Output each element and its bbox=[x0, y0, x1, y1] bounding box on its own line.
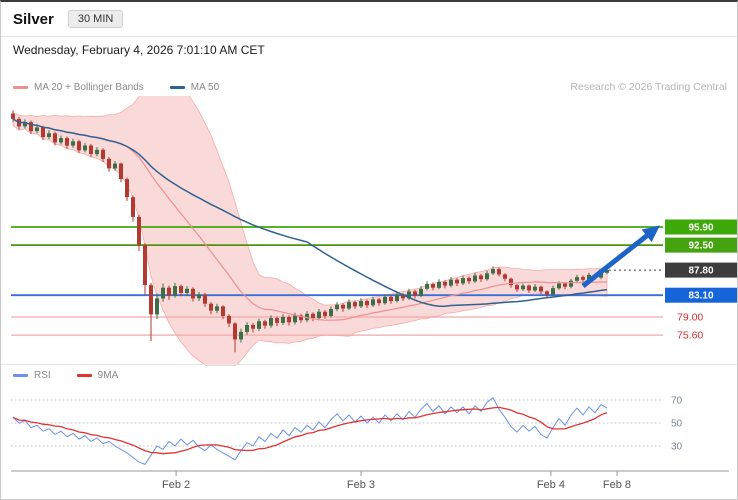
rsi-legend-row: RSI 9MA bbox=[13, 370, 118, 381]
price-chart: 95.90 92.50 87.80 83.10 79.00 75.60 bbox=[11, 96, 737, 366]
rsi-ma-legend-swatch bbox=[76, 374, 92, 377]
price-label-box-92.50 bbox=[665, 237, 737, 253]
price-label-83.10: 83.10 bbox=[688, 291, 713, 302]
x-tick-label: Feb 3 bbox=[347, 479, 375, 491]
price-label-87.80: 87.80 bbox=[688, 266, 713, 277]
header: Silver 30 MIN bbox=[1, 2, 737, 37]
rsi-ma-legend-label: 9MA bbox=[97, 370, 119, 381]
rsi-chart: 70 50 30 bbox=[11, 396, 683, 466]
rsi-line bbox=[12, 396, 608, 466]
ma20-legend-label: MA 20 + Bollinger Bands bbox=[34, 81, 144, 93]
ma50-legend-label: MA 50 bbox=[190, 81, 220, 93]
price-label-box-83.10 bbox=[665, 287, 737, 303]
rsi-level-label-30: 30 bbox=[671, 442, 683, 453]
ma20-legend-swatch bbox=[13, 85, 28, 89]
price-level-text-79.00: 79.00 bbox=[677, 312, 703, 324]
ma50-legend-swatch bbox=[169, 85, 185, 89]
rsi-level-label-50: 50 bbox=[671, 419, 683, 430]
watermark: Research © 2026 Trading Central bbox=[570, 81, 727, 93]
rsi-legend-swatch bbox=[13, 374, 28, 377]
x-tick-label: Feb 2 bbox=[162, 479, 190, 491]
x-axis: Feb 2 Feb 3 Feb 4 Feb 8 bbox=[11, 470, 729, 491]
price-label-box-87.80 bbox=[665, 262, 737, 278]
legend-row: MA 20 + Bollinger Bands MA 50 Research ©… bbox=[13, 81, 727, 93]
bollinger-band bbox=[12, 96, 608, 366]
projection-arrow bbox=[581, 225, 660, 288]
price-label-92.50: 92.50 bbox=[688, 241, 713, 252]
instrument-title: Silver bbox=[13, 10, 54, 28]
panel-divider bbox=[1, 364, 737, 365]
rsi-ma-line bbox=[12, 406, 608, 455]
timeframe-badge: 30 MIN bbox=[67, 10, 124, 28]
ma50-line bbox=[12, 118, 608, 307]
x-tick-label: Feb 4 bbox=[537, 479, 565, 491]
price-label-95.90: 95.90 bbox=[688, 223, 713, 234]
price-level-text-75.60: 75.60 bbox=[677, 330, 703, 342]
date-line: Wednesday, February 4, 2026 7:01:10 AM C… bbox=[13, 43, 265, 57]
price-label-box-95.90 bbox=[665, 219, 737, 235]
chart-area: MA 20 + Bollinger Bands MA 50 Research ©… bbox=[1, 63, 737, 499]
rsi-level-label-70: 70 bbox=[671, 396, 683, 407]
rsi-legend-label: RSI bbox=[34, 370, 51, 381]
x-tick-label: Feb 8 bbox=[603, 479, 631, 491]
